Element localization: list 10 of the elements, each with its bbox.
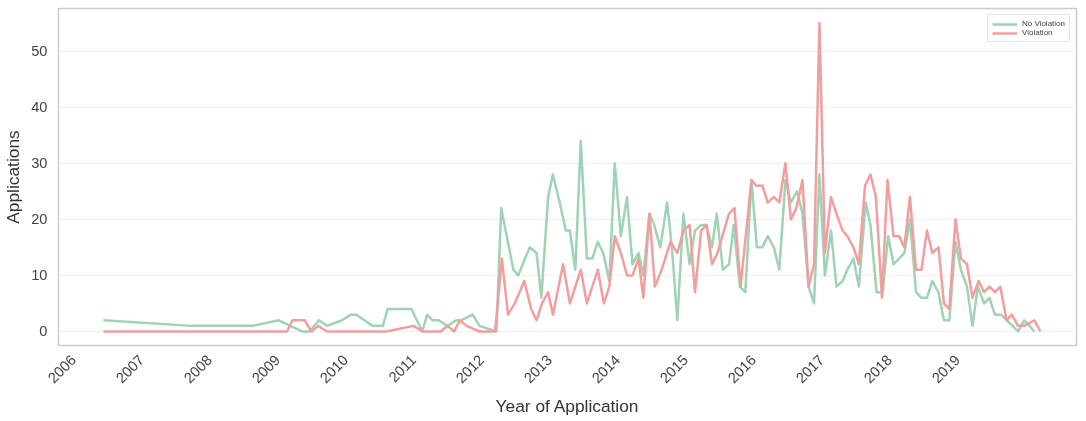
legend-label: No Violation [1022,19,1065,28]
x-axis-title: Year of Application [495,395,639,416]
legend-label: Violation [1022,28,1053,37]
y-tick-label: 30 [31,155,48,172]
y-tick-label: 50 [31,43,48,60]
y-axis-title: Applications [3,129,24,224]
y-tick-label: 40 [31,99,48,116]
y-tick-label: 0 [39,323,48,340]
y-tick-label: 20 [31,211,48,228]
y-tick-label: 10 [31,267,48,284]
